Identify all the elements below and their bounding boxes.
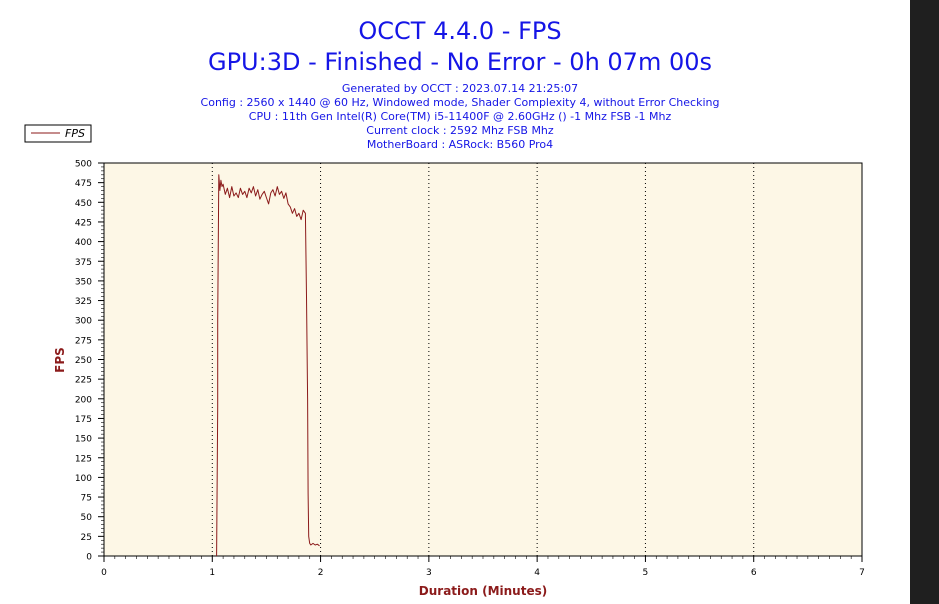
x-tick-label-0: 0 xyxy=(101,568,107,578)
info-clock: Current clock : 2592 Mhz FSB Mhz xyxy=(366,124,554,137)
y-tick-label-375: 375 xyxy=(75,258,92,268)
x-tick-label-2: 2 xyxy=(318,568,324,578)
x-axis-label: Duration (Minutes) xyxy=(419,584,547,598)
x-tick-label-5: 5 xyxy=(643,568,649,578)
y-tick-label-475: 475 xyxy=(75,179,92,189)
y-tick-label-100: 100 xyxy=(75,474,92,484)
info-motherboard: MotherBoard : ASRock: B560 Pro4 xyxy=(366,138,554,151)
chart-subtitle: GPU:3D - Finished - No Error - 0h 07m 00… xyxy=(207,48,712,76)
y-axis-ticks: 0 25 50 75 100 125 150 175 200 225 250 275 300 325 350… xyxy=(75,160,104,563)
info-generated: Generated by OCCT : 2023.07.14 21:25:07 xyxy=(341,82,579,95)
chart-title: OCCT 4.4.0 - FPS xyxy=(358,17,562,45)
x-tick-label-6: 6 xyxy=(751,568,757,578)
y-tick-label-0: 0 xyxy=(86,553,92,563)
y-tick-label-450: 450 xyxy=(75,199,92,209)
y-tick-label-425: 425 xyxy=(75,218,92,228)
y-tick-label-125: 125 xyxy=(75,454,92,464)
window-background xyxy=(910,0,939,604)
x-tick-label-1: 1 xyxy=(209,568,215,578)
y-tick-label-175: 175 xyxy=(75,415,92,425)
y-axis-label: FPS xyxy=(53,347,67,373)
x-tick-label-7: 7 xyxy=(859,568,865,578)
info-config: Config : 2560 x 1440 @ 60 Hz, Windowed m… xyxy=(200,96,720,109)
y-tick-label-225: 225 xyxy=(75,376,92,386)
y-tick-label-325: 325 xyxy=(75,297,92,307)
y-tick-label-50: 50 xyxy=(81,513,93,523)
x-axis-ticks: 0 1 2 3 4 5 6 7 xyxy=(101,556,865,578)
y-tick-label-350: 350 xyxy=(75,277,92,287)
y-tick-label-250: 250 xyxy=(75,356,92,366)
y-tick-label-200: 200 xyxy=(75,395,92,405)
series-layer xyxy=(216,174,320,557)
grid-lines xyxy=(211,163,755,556)
legend-label-fps: FPS xyxy=(65,127,85,140)
y-tick-label-275: 275 xyxy=(75,336,92,346)
info-cpu: CPU : 11th Gen Intel(R) Core(TM) i5-1140… xyxy=(248,110,672,123)
y-tick-label-500: 500 xyxy=(75,160,92,170)
y-tick-label-400: 400 xyxy=(75,238,92,248)
plot-area xyxy=(104,163,862,556)
legend: FPS xyxy=(24,124,92,143)
y-tick-label-75: 75 xyxy=(81,494,92,504)
series-line-fps xyxy=(216,174,320,557)
y-tick-label-150: 150 xyxy=(75,435,92,445)
x-tick-label-3: 3 xyxy=(426,568,432,578)
y-tick-label-300: 300 xyxy=(75,317,92,327)
x-tick-label-4: 4 xyxy=(534,568,540,578)
y-tick-label-25: 25 xyxy=(81,533,92,543)
